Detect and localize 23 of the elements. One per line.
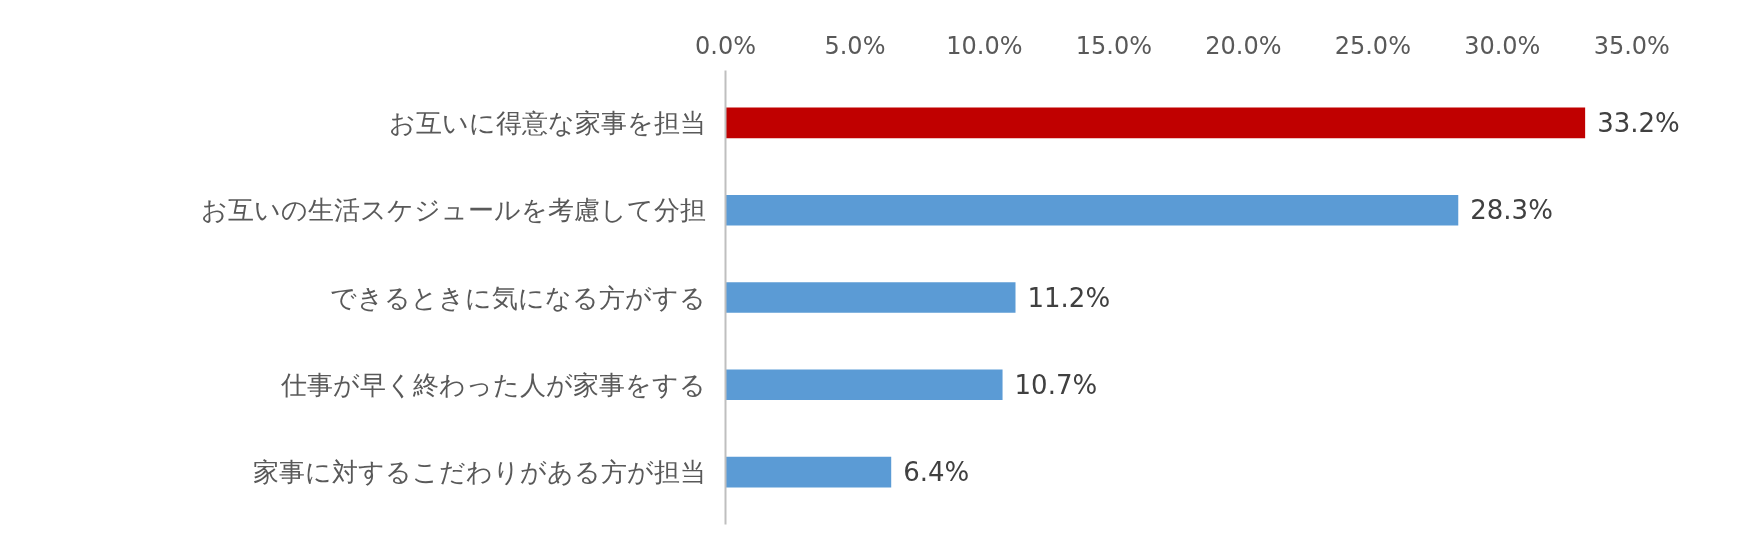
- x-tick-label: 20.0%: [1205, 31, 1282, 60]
- x-tick-label: 15.0%: [1075, 31, 1153, 60]
- bar: [725, 282, 1016, 313]
- bar: [725, 369, 1003, 401]
- y-tick-label: できるときに気になる方がする: [329, 282, 706, 313]
- x-tick-label: 25.0%: [1334, 31, 1411, 60]
- bar: [725, 107, 1586, 139]
- x-tick-label: 0.0%: [695, 31, 756, 60]
- x-tick-label: 10.0%: [946, 31, 1023, 60]
- x-tick-label: 5.0%: [824, 31, 886, 60]
- x-tick-label: 35.0%: [1593, 31, 1670, 60]
- y-tick-label: 仕事が早く終わった人が家事をする: [279, 369, 706, 400]
- bar: [725, 456, 892, 488]
- data-label: 6.4%: [903, 457, 970, 488]
- y-tick-label: お互いに得意な家事を担当: [388, 107, 706, 138]
- data-label: 11.2%: [1027, 282, 1111, 313]
- bar: [725, 194, 1459, 226]
- x-tick-label: 30.0%: [1464, 31, 1541, 60]
- y-tick-label: お互いの生活スケジュールを考慮して分担: [200, 195, 706, 226]
- data-label: 28.3%: [1470, 195, 1553, 226]
- y-tick-label: 家事に対するこだわりがある方が担当: [252, 457, 706, 488]
- data-label: 10.7%: [1014, 369, 1098, 400]
- data-label: 33.2%: [1597, 107, 1680, 138]
